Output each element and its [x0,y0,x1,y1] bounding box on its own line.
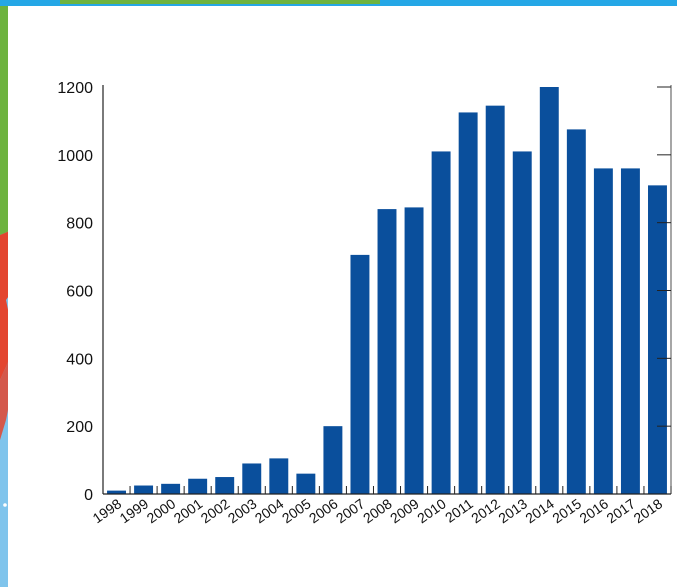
bar-2005 [296,473,316,494]
bar-2016 [593,168,613,494]
bar-2014 [539,87,559,494]
map-dot [3,503,7,507]
bar-2012 [485,105,505,494]
chart-panel: 0 200 400 600 800 1000 1200 1998 1999 2000 2001 20… [8,6,677,587]
y-tick-label-200: 200 [66,419,93,436]
bar-2018 [648,185,667,494]
bars-group [107,87,667,495]
bar-2007 [350,254,370,494]
bar-2006 [323,426,343,494]
y-tick-label-1000: 1000 [57,148,93,165]
map-red-coast [0,360,10,440]
bar-1999 [134,485,154,494]
bar-1998 [107,490,126,494]
bar-2015 [566,129,586,494]
y-axis-ticks: 0 200 400 600 800 1000 1200 [57,80,671,504]
x-tick-label-2018: 2018 [630,495,665,526]
y-tick-label-800: 800 [66,216,93,233]
bar-2000 [161,483,181,494]
y-tick-label-600: 600 [66,284,93,301]
bar-2001 [188,478,208,494]
bar-2002 [215,477,235,494]
y-tick-label-1200: 1200 [57,80,93,97]
bar-2004 [269,458,289,494]
y-tick-label-400: 400 [66,351,93,368]
y-tick-label-0: 0 [84,487,93,504]
bar-2013 [512,151,532,495]
background-map-top [0,0,677,6]
bar-2003 [242,463,262,494]
map-top-land [60,0,380,4]
bar-2010 [431,151,451,495]
bar-2011 [458,112,478,494]
bar-2017 [620,168,640,494]
bar-2008 [377,209,397,494]
bar-2009 [404,207,424,494]
